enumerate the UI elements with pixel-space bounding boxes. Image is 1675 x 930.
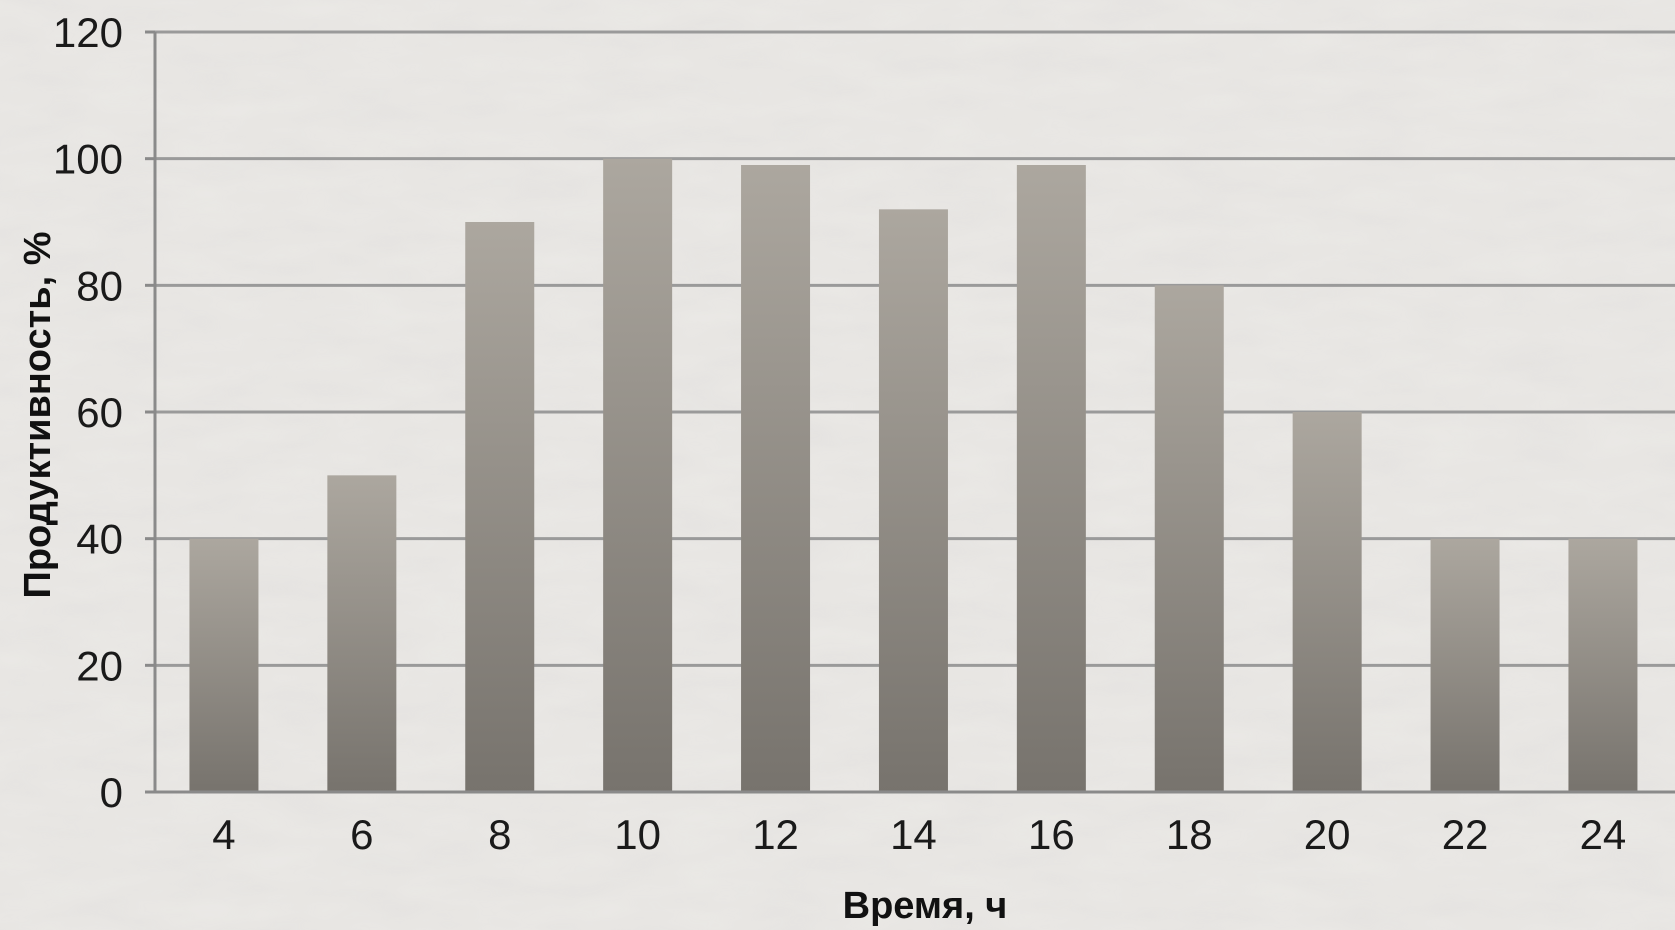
x-tick-label: 10 (614, 811, 661, 858)
bar-14 (878, 209, 948, 793)
y-tick-label: 80 (76, 262, 123, 309)
x-tick-label: 4 (212, 811, 235, 858)
bar-12 (741, 165, 811, 792)
x-axis-title: Время, ч (843, 885, 1008, 927)
x-tick-label: 16 (1028, 811, 1075, 858)
y-tick-label: 0 (100, 769, 123, 816)
x-tick-label: 14 (890, 811, 937, 858)
x-tick-label: 12 (752, 811, 799, 858)
x-tick-label: 18 (1166, 811, 1213, 858)
x-tick-label: 22 (1442, 811, 1489, 858)
y-tick-label: 120 (53, 9, 123, 56)
bar-4 (189, 538, 259, 792)
bar-20 (1292, 412, 1362, 792)
x-tick-label: 20 (1304, 811, 1351, 858)
y-tick-label: 100 (53, 136, 123, 183)
bar-8 (465, 222, 535, 792)
x-tick-label: 8 (488, 811, 511, 858)
bar-24 (1568, 538, 1638, 792)
x-tick-label: 6 (350, 811, 373, 858)
y-axis-title: Продуктивность, % (17, 232, 59, 599)
bars (189, 158, 1638, 793)
bar-18 (1154, 285, 1224, 792)
bar-22 (1430, 538, 1500, 792)
x-tick-labels: 4 6 8 10 12 14 16 18 20 22 24 (212, 811, 1626, 858)
bar-10 (603, 158, 673, 792)
bar-16 (1016, 165, 1086, 792)
x-tick-label: 24 (1580, 811, 1627, 858)
bar-6 (327, 475, 397, 792)
axes (145, 30, 1675, 794)
y-tick-labels: 0 20 40 60 80 100 120 (53, 9, 123, 816)
y-tick-label: 60 (76, 389, 123, 436)
y-tick-label: 40 (76, 516, 123, 563)
y-tick-label: 20 (76, 642, 123, 689)
